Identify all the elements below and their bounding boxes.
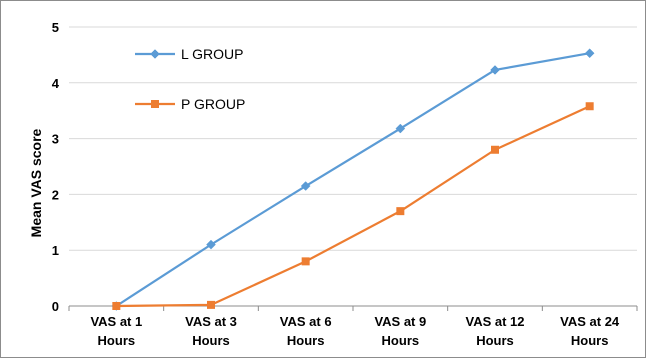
y-tick-label-3: 3 — [52, 132, 59, 147]
legend-label-p-group: P GROUP — [181, 96, 245, 112]
series-layer — [111, 48, 595, 311]
x-tick-label: VAS at 24 — [560, 314, 620, 329]
x-tick-label: VAS at 1 — [90, 314, 142, 329]
y-tick-label-0: 0 — [52, 299, 59, 314]
legend-item-p-group: P GROUP — [135, 96, 245, 112]
legend-label-l-group: L GROUP — [181, 46, 244, 62]
data-point-l-group — [300, 181, 311, 191]
series-p-group — [112, 102, 594, 310]
legend-marker-l-group — [150, 49, 160, 59]
series-l-group — [111, 48, 595, 311]
series-line-l-group — [115, 52, 590, 307]
data-point-l-group — [584, 48, 595, 59]
x-tick-label: Hours — [192, 333, 230, 348]
legend-item-l-group: L GROUP — [135, 46, 244, 62]
data-point-l-group — [206, 239, 216, 250]
legend-marker-p-group — [151, 100, 159, 108]
x-tick-label: Hours — [382, 333, 420, 348]
y-tick-label-5: 5 — [52, 20, 59, 35]
x-tick-label: Hours — [98, 333, 136, 348]
data-point-l-group — [490, 65, 500, 75]
data-point-p-group — [585, 102, 594, 111]
series-line-p-group — [116, 105, 591, 308]
legend: L GROUP P GROUP — [135, 46, 245, 112]
axes: 0 1 2 3 4 5 VAS at 1 Hours VAS at 3 Hours VAS at 6… — [52, 20, 638, 348]
data-point-l-group — [395, 123, 406, 134]
data-point-p-group — [207, 300, 215, 309]
x-tick-label: VAS at 6 — [280, 314, 332, 329]
x-tick-label: VAS at 9 — [374, 314, 426, 329]
x-tick-label: VAS at 12 — [465, 314, 524, 329]
gridlines — [69, 26, 637, 251]
x-tick-label: VAS at 3 — [185, 314, 237, 329]
data-point-p-group — [112, 302, 121, 310]
data-point-p-group — [396, 207, 405, 216]
y-tick-label-1: 1 — [52, 243, 59, 258]
x-tick-label: Hours — [476, 333, 514, 348]
data-point-p-group — [301, 257, 310, 266]
x-tick-label: Hours — [571, 333, 609, 348]
y-tick-label-4: 4 — [52, 76, 60, 91]
y-tick-label-2: 2 — [52, 187, 59, 202]
data-point-p-group — [491, 145, 499, 154]
y-axis-title: Mean VAS score — [28, 128, 44, 237]
x-tick-label: Hours — [287, 333, 325, 348]
